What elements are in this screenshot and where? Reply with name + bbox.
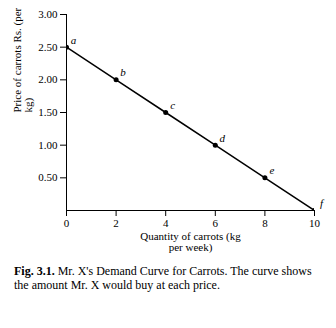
svg-text:3.00: 3.00 bbox=[38, 8, 58, 20]
svg-text:6: 6 bbox=[213, 217, 219, 229]
svg-text:Quantity of carrots (kgper wee: Quantity of carrots (kgper week) bbox=[140, 230, 241, 254]
svg-text:8: 8 bbox=[262, 217, 268, 229]
svg-text:e: e bbox=[269, 164, 274, 176]
svg-text:4: 4 bbox=[163, 217, 169, 229]
svg-text:c: c bbox=[170, 99, 175, 111]
svg-text:10: 10 bbox=[309, 217, 321, 229]
svg-text:a: a bbox=[71, 34, 77, 46]
svg-text:2.50: 2.50 bbox=[38, 41, 58, 53]
svg-text:0: 0 bbox=[64, 217, 70, 229]
svg-text:d: d bbox=[220, 132, 226, 144]
svg-text:1.00: 1.00 bbox=[38, 139, 58, 151]
svg-text:2: 2 bbox=[113, 217, 119, 229]
html-text:Fig. 3.1. Mr. X's Demand Curve: Fig. 3.1. Mr. X's Demand Curve for Carro… bbox=[14, 264, 312, 292]
svg-text:f: f bbox=[320, 197, 325, 209]
svg-text:1.50: 1.50 bbox=[38, 106, 58, 118]
svg-text:2.00: 2.00 bbox=[38, 73, 58, 85]
svg-text:0.50: 0.50 bbox=[38, 171, 58, 183]
svg-text:Price of carrots Rs. (perkg): Price of carrots Rs. (perkg) bbox=[11, 7, 35, 112]
svg-text:b: b bbox=[120, 66, 126, 78]
